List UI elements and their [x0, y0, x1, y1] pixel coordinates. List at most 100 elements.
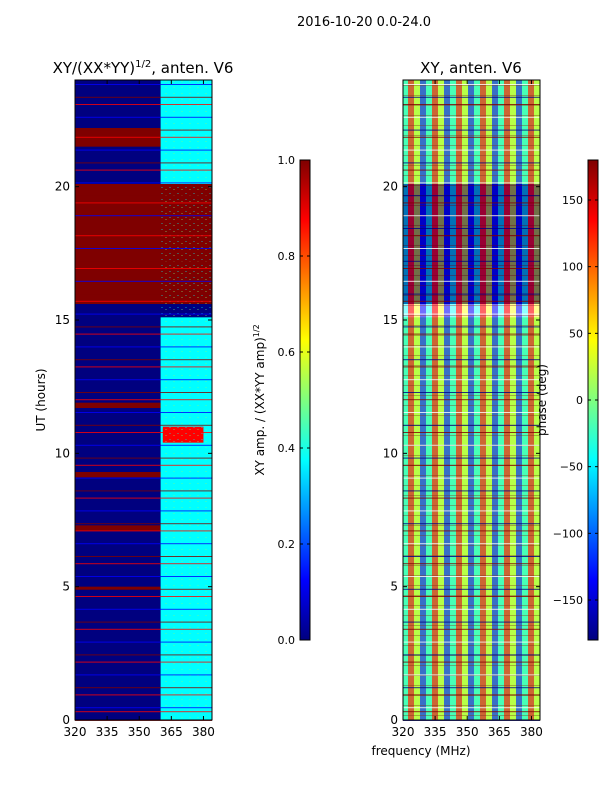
- colorbar-tick-label: 150: [562, 194, 583, 207]
- amplitude-title: XY/(XX*YY)1/2, anten. V6: [53, 59, 234, 77]
- scan-stripe: [403, 432, 540, 433]
- scan-stripe: [75, 432, 212, 433]
- scan-stripe: [403, 628, 540, 630]
- scan-stripe: [75, 641, 212, 643]
- scan-stripe: [75, 169, 212, 171]
- scan-stripe: [75, 366, 212, 368]
- scan-stripe: [403, 457, 540, 459]
- amplitude-ylabel: UT (hours): [34, 368, 48, 431]
- scan-stripe: [75, 136, 212, 138]
- amplitude-title-tail: , anten. V6: [151, 59, 233, 77]
- y-tick-label: 5: [62, 580, 70, 594]
- scan-stripe: [403, 707, 540, 709]
- x-tick-label: 380: [192, 725, 215, 739]
- scan-stripe: [403, 497, 540, 499]
- colorbar-tick-label: 100: [562, 261, 583, 274]
- scan-stripe: [75, 235, 212, 237]
- amplitude-title-main: XY/(XX*YY): [53, 59, 136, 77]
- scan-stripe: [75, 412, 212, 413]
- amplitude-title-sup: 1/2: [135, 59, 151, 70]
- scan-stripe: [75, 313, 212, 315]
- scan-stripe: [403, 424, 540, 426]
- phase-axis-ticks: 320 335 350 365 380 0 5 10 15 20: [383, 80, 543, 739]
- scan-stripe: [75, 333, 212, 335]
- colorbar-tick-label: 50: [569, 327, 583, 340]
- y-tick-label: 5: [390, 580, 398, 594]
- scan-stripe: [403, 104, 540, 105]
- scan-stripe: [403, 248, 540, 249]
- amplitude-colorbar-label-sup: 1/2: [252, 324, 261, 337]
- scan-stripe: [75, 182, 212, 184]
- scan-stripe: [403, 399, 540, 401]
- amplitude-colorbar-ticks: 0.0 0.2 0.4 0.6 0.8 1.0: [278, 154, 310, 647]
- scan-stripe: [403, 235, 540, 237]
- amplitude-axis-ticks: 320 335 350 365 380 0 5 10 15 20: [55, 80, 215, 739]
- colorbar-tick-label: 0.8: [278, 250, 296, 263]
- scan-stripe: [75, 96, 212, 98]
- scan-stripe: [403, 182, 540, 184]
- y-tick-label: 20: [383, 180, 398, 194]
- scan-stripe: [75, 523, 212, 525]
- scan-stripe: [75, 464, 212, 466]
- scan-stripe: [75, 215, 212, 217]
- scan-stripe: [403, 523, 540, 525]
- scan-stripe: [75, 530, 212, 532]
- heatmap-region: [75, 586, 212, 590]
- phase-title: XY, anten. V6: [420, 59, 522, 77]
- suptitle: 2016-10-20 0.0-24.0: [297, 15, 431, 30]
- phase-frame: [402, 79, 541, 721]
- scan-stripe: [75, 346, 212, 348]
- scan-stripe: [75, 674, 212, 676]
- colorbar-tick-label: 0.2: [278, 538, 296, 551]
- scan-stripe: [75, 444, 212, 446]
- x-tick-label: 335: [96, 725, 119, 739]
- amplitude-colorbar-label: XY amp. / (XX*YY amp)1/2: [252, 324, 267, 475]
- phase-colorbar-ticks: −150 −100 −50 0 50 100 150: [553, 194, 598, 607]
- amplitude-panel: XY/(XX*YY)1/2, anten. V6 320 335 350 365 380…: [34, 59, 233, 739]
- scan-stripe: [403, 366, 540, 368]
- scan-stripe: [75, 424, 212, 426]
- scan-stripe: [75, 149, 212, 151]
- scan-stripe: [403, 379, 540, 381]
- scan-stripe: [403, 162, 540, 164]
- colorbar-tick-label: 1.0: [278, 154, 296, 167]
- scan-stripe: [75, 326, 212, 328]
- heatmap-region: [75, 472, 212, 478]
- frequency-xlabel: frequency (MHz): [371, 744, 470, 758]
- scan-stripe: [75, 628, 212, 630]
- x-tick-label: 350: [128, 725, 151, 739]
- phase-panel: XY, anten. V6 320 335 350 365 380 0 5 10 15 20 fr…: [371, 59, 542, 758]
- scan-stripe: [403, 169, 540, 171]
- scan-stripe: [75, 116, 212, 118]
- scan-stripe: [403, 84, 540, 85]
- scan-stripe: [403, 608, 540, 610]
- scan-stripe: [403, 326, 540, 328]
- scan-stripe: [403, 510, 540, 512]
- colorbar-tick-label: 0.0: [278, 634, 296, 647]
- scan-stripe: [403, 333, 540, 335]
- scan-stripe: [75, 392, 212, 393]
- scan-stripe: [75, 543, 212, 545]
- scan-stripe: [403, 313, 540, 315]
- y-tick-label: 15: [55, 313, 70, 327]
- scan-stripe: [403, 96, 540, 98]
- colorbar-tick-label: −150: [553, 594, 583, 607]
- phase-colorbar-label: phase (deg): [535, 364, 549, 436]
- phase-texture-lower: [403, 80, 540, 316]
- x-tick-label: 320: [392, 725, 415, 739]
- scan-stripe: [403, 543, 540, 545]
- scan-stripe: [403, 477, 540, 479]
- amplitude-stripes: [75, 84, 212, 721]
- scan-stripe: [75, 457, 212, 459]
- scan-stripe: [75, 556, 212, 557]
- scan-stripe: [403, 661, 540, 663]
- scan-stripe: [75, 477, 212, 479]
- scan-stripe: [75, 608, 212, 610]
- scan-stripe: [75, 399, 212, 401]
- scan-stripe: [403, 674, 540, 676]
- scan-stripe: [75, 202, 212, 204]
- scan-stripe: [75, 654, 212, 656]
- scan-stripe: [403, 346, 540, 348]
- colorbar-tick-label: 0: [576, 394, 583, 407]
- heatmap-region: [75, 402, 212, 408]
